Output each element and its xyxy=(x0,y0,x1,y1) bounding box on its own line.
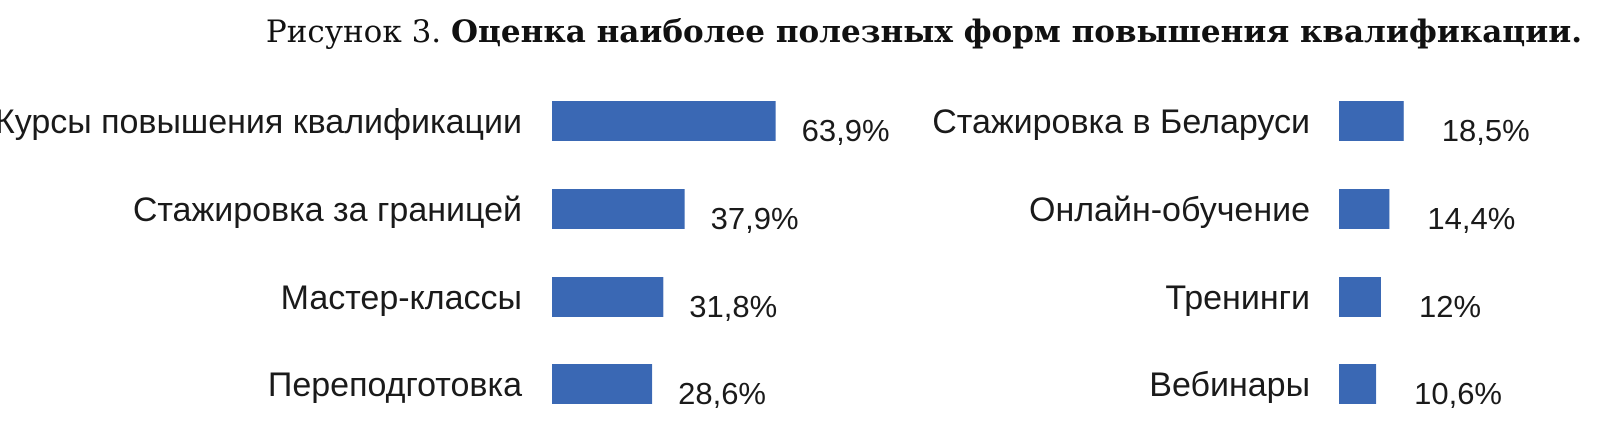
category-label: Тренинги xyxy=(1165,279,1310,317)
bar xyxy=(552,364,653,404)
category-label: Стажировка в Беларуси xyxy=(932,103,1310,141)
value-label: 18,5% xyxy=(1442,113,1530,148)
value-label: 12% xyxy=(1419,289,1481,324)
figure-title: Оценка наиболее полезных форм повышения … xyxy=(451,14,1582,50)
category-label: Курсы повышения квалификации xyxy=(0,103,522,141)
bar xyxy=(552,189,685,229)
value-label: 37,9% xyxy=(711,201,799,236)
category-label: Вебинары xyxy=(1149,366,1310,404)
category-label: Онлайн-обучение xyxy=(1029,191,1310,229)
bar xyxy=(1339,189,1390,229)
value-label: 14,4% xyxy=(1427,201,1515,236)
category-label: Мастер-классы xyxy=(281,279,522,317)
category-label: Стажировка за границей xyxy=(133,191,522,229)
value-label: 31,8% xyxy=(689,289,777,324)
chart-panel-2: Стажировка в Беларуси 18,5% Онлайн-обучени… xyxy=(932,101,1530,411)
value-label: 28,6% xyxy=(678,376,766,411)
bar xyxy=(552,277,664,317)
category-label: Переподготовка xyxy=(268,366,522,404)
bar xyxy=(1339,101,1404,141)
bar xyxy=(1339,364,1377,404)
bar xyxy=(552,101,776,141)
chart-panel-1: Курсы повышения квалификации 63,9% Стажиро… xyxy=(0,101,890,411)
bar xyxy=(1339,277,1381,317)
value-label: 10,6% xyxy=(1414,376,1502,411)
figure-number: Рисунок 3. xyxy=(265,14,442,50)
chart-title: Рисунок 3. Оценка наиболее полезных форм… xyxy=(0,14,1582,50)
value-label: 63,9% xyxy=(802,113,890,148)
